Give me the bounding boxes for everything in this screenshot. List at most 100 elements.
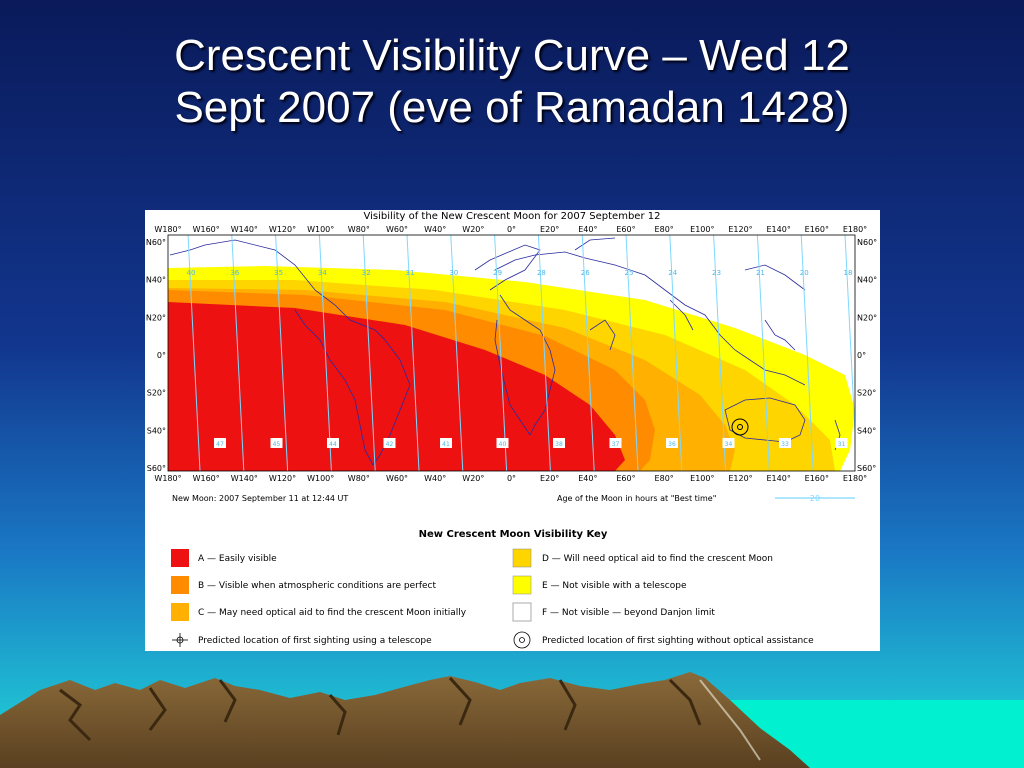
age-contour-bottom-box (722, 438, 735, 448)
right-lat-label: N40° (857, 276, 877, 285)
age-contour-top-label: 28 (537, 269, 546, 277)
age-contour-bottom-box (214, 438, 226, 448)
age-contour-top-label: 36 (230, 269, 239, 277)
age-contour-top-label: 34 (318, 269, 327, 277)
age-contour-line (275, 235, 289, 471)
age-contour-bottom-label: 33 (781, 441, 789, 448)
age-contour-bottom-label: 40 (499, 441, 507, 448)
age-contour-top-label: 25 (625, 269, 634, 277)
bottom-longitude-labels: W180° W160° W140° W120° W100° W80° W60° W40° W20… (154, 474, 867, 483)
coastlines (169, 237, 841, 466)
age-contour-line (187, 235, 201, 471)
age-contour-line (362, 235, 376, 471)
age-contour-top-label: 23 (712, 269, 721, 277)
age-contour-line (231, 235, 245, 471)
age-contour-line (406, 235, 420, 471)
age-contour-bottom-label: 37 (612, 441, 620, 448)
bottom-lon-label: W180° (154, 474, 181, 483)
age-contour-top-labels: 40 36 35 34 32 31 30 29 28 26 25 24 23 21 20 18 (187, 269, 853, 277)
bottom-lon-label: E160° (805, 474, 829, 483)
age-contour-bottom-box (383, 438, 396, 448)
key-label-b: B — Visible when atmospheric conditions … (198, 581, 436, 591)
right-lat-label: 0° (857, 351, 866, 360)
bottom-lon-label: W20° (462, 474, 484, 483)
key-item-a: A — Easily visible (171, 549, 277, 567)
top-lon-label: E180° (843, 225, 867, 234)
slide-title-line-2: Sept 2007 (eve of Ramadan 1428) (174, 83, 850, 132)
age-contour-top-label: 18 (844, 269, 853, 277)
key-swatch-c (171, 603, 189, 621)
top-lon-label: E120° (728, 225, 752, 234)
left-latitude-labels: N60° N40° N20° 0° S20° S40° S60° (146, 238, 166, 473)
key-swatch-f (512, 602, 532, 622)
top-lon-label: E40° (578, 225, 597, 234)
right-lat-label: N60° (857, 238, 877, 247)
age-contour-top-label: 35 (274, 269, 283, 277)
top-lon-label: 0° (507, 225, 516, 234)
top-lon-label: W120° (269, 225, 296, 234)
age-contour-bottom-box (440, 438, 452, 448)
new-moon-text: New Moon: 2007 September 11 at 12:44 UT (172, 494, 348, 503)
top-lon-label: E100° (690, 225, 714, 234)
age-contour-bottom-box (496, 438, 509, 448)
left-lat-label: S60° (147, 464, 166, 473)
age-contour-bottom-box (270, 438, 283, 448)
bottom-lon-label: W40° (424, 474, 446, 483)
key-item-b: B — Visible when atmospheric conditions … (171, 576, 436, 594)
age-contour-bottom-labels: 47454442414038373634333130 (214, 438, 848, 448)
left-lat-label: S40° (147, 426, 166, 435)
age-contour-line (450, 235, 464, 471)
age-contour-bottom-box (609, 438, 622, 448)
key-item-e: E — Not visible with a telescope (512, 575, 687, 595)
top-lon-label: E60° (616, 225, 635, 234)
age-contour-bottom-label: 47 (216, 441, 224, 448)
age-contour-bottom-label: 44 (329, 441, 337, 448)
age-contour-line (318, 235, 332, 471)
naked-eye-marker-label: Predicted location of first sighting wit… (542, 636, 814, 646)
right-lat-label: N20° (857, 313, 877, 322)
age-contour-line (800, 235, 814, 471)
age-contours (187, 235, 855, 471)
age-contour-bottom-box (835, 438, 848, 448)
age-contour-bottom-box (779, 438, 791, 448)
key-item-d: D — Will need optical aid to find the cr… (512, 548, 773, 568)
key-swatch-b (171, 576, 189, 594)
age-contour-top-label: 24 (668, 269, 677, 277)
age-contour-top-label: 40 (187, 269, 196, 277)
bottom-lon-label: E80° (655, 474, 674, 483)
age-contour-bottom-label: 38 (555, 441, 563, 448)
age-contour-line (713, 235, 727, 471)
age-contour-bottom-label: 41 (442, 441, 450, 448)
top-lon-label: W80° (348, 225, 370, 234)
right-latitude-labels: N60° N40° N20° 0° S20° S40° S60° (857, 238, 877, 473)
bottom-lon-label: W60° (386, 474, 408, 483)
bottom-lon-label: E120° (728, 474, 752, 483)
mountain-range (0, 672, 810, 768)
key-item-telescope-marker: Predicted location of first sighting usi… (172, 633, 432, 647)
top-lon-label: W20° (462, 225, 484, 234)
map-area: 47 45 44 42 41 40 38 37 36 34 33 31 30 40 36 35 34 32 31 3… (168, 235, 855, 471)
age-contour-top-label: 21 (756, 269, 765, 277)
key-swatch-e (512, 575, 532, 595)
age-contour-line (625, 235, 639, 471)
top-lon-label: E20° (540, 225, 559, 234)
key-swatch-a (171, 549, 189, 567)
left-lat-label: 0° (157, 351, 166, 360)
bottom-lon-label: W80° (348, 474, 370, 483)
key-label-d: D — Will need optical aid to find the cr… (542, 554, 773, 564)
bottom-lon-label: W160° (193, 474, 220, 483)
bottom-lon-label: E180° (843, 474, 867, 483)
bottom-lon-label: E40° (578, 474, 597, 483)
top-lon-label: W100° (307, 225, 334, 234)
age-contour-line (756, 235, 770, 471)
top-lon-label: E80° (655, 225, 674, 234)
telescope-marker-label: Predicted location of first sighting usi… (198, 636, 432, 646)
top-lon-label: W140° (231, 225, 258, 234)
naked-eye-marker-icon (513, 631, 531, 649)
age-contour-bottom-label: 36 (668, 441, 676, 448)
bottom-lon-label: E60° (616, 474, 635, 483)
map-title: Visibility of the New Crescent Moon for … (364, 211, 661, 222)
left-lat-label: N60° (146, 238, 166, 247)
left-lat-label: S20° (147, 389, 166, 398)
right-lat-label: S20° (857, 389, 876, 398)
